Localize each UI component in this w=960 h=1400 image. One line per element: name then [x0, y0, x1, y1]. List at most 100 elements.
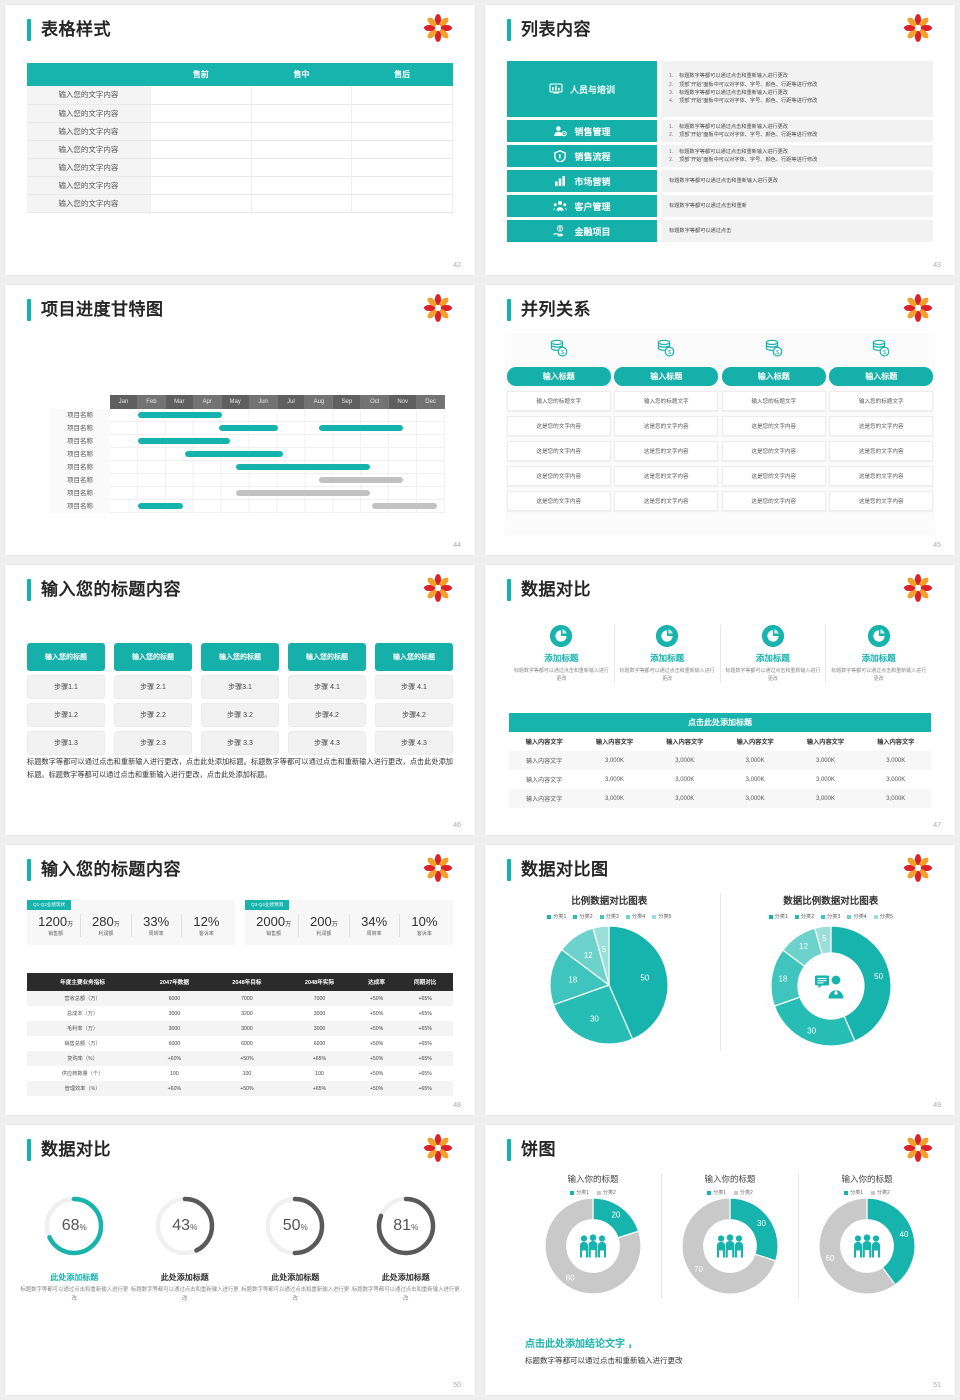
column-cell[interactable]: 这是您的文字内容: [829, 441, 934, 461]
list-item-body: 标题数字等都可以通过点击和重新输入进行更改: [661, 170, 933, 192]
gauge-card[interactable]: 43% 此处添加标题 标题数字等都可以通过点击和重新输入进行更改: [130, 1191, 241, 1303]
data-card[interactable]: 添加标题 标题数字等都可以通过点击和重新输入进行更改: [721, 625, 827, 683]
step-item[interactable]: 步骤 3.3: [201, 731, 279, 755]
gantt-bar[interactable]: [137, 412, 222, 418]
kpi-value: 1200万: [38, 914, 74, 929]
gantt-bar[interactable]: [235, 490, 370, 496]
slide-43[interactable]: 列表内容 人员与培训 1. 标题数字等都可以通过点击和重新输入进行更改 2. 顶部“开始…: [485, 5, 955, 275]
column-cell[interactable]: 这是您的文字内容: [829, 416, 934, 436]
gantt-bar[interactable]: [218, 425, 278, 431]
step-column-header[interactable]: 输入您的标题: [201, 643, 279, 671]
gantt-bar[interactable]: [137, 503, 183, 509]
step-column-header[interactable]: 输入您的标题: [114, 643, 192, 671]
gauge-card[interactable]: 81% 此处添加标题 标题数字等都可以通过点击和重新输入进行更改: [351, 1191, 462, 1303]
column-title[interactable]: 输入标题: [721, 367, 826, 386]
gantt-bar[interactable]: [185, 451, 284, 457]
step-item[interactable]: 步骤 3.2: [201, 703, 279, 727]
column-cell[interactable]: 这是您的文字内容: [614, 491, 719, 511]
column-cell[interactable]: 这是您的文字内容: [506, 416, 611, 436]
list-item-header[interactable]: 金融项目: [507, 220, 657, 242]
data-card[interactable]: 添加标题 标题数字等都可以通过点击和重新输入进行更改: [615, 625, 721, 683]
column-cell[interactable]: 这是您的文字内容: [506, 441, 611, 461]
column-cell[interactable]: 这是您的文字内容: [721, 491, 826, 511]
step-column-header[interactable]: 输入您的标题: [27, 643, 105, 671]
step-column-header[interactable]: 输入您的标题: [288, 643, 366, 671]
pie-graphic[interactable]: 50 30 18 12 5: [549, 925, 669, 1049]
slide-51[interactable]: 饼图 输入你的标题 分类1 分类2 20 80 输入你的标题 分类1 分类2 30 70 输入你的标…: [485, 1125, 955, 1395]
gauge-card[interactable]: 50% 此处添加标题 标题数字等都可以通过点击和重新输入进行更改: [240, 1191, 351, 1303]
gantt-bar[interactable]: [137, 438, 231, 444]
column-cell[interactable]: 输入您的标题文字: [721, 391, 826, 411]
svg-text:30: 30: [757, 1219, 766, 1228]
pie-graphic[interactable]: 50 30 18 12 5: [770, 925, 892, 1051]
table-cell: [150, 140, 252, 159]
slide-50[interactable]: 数据对比 68% 此处添加标题 标题数字等都可以通过点击和重新输入进行更改 43% 此处…: [5, 1125, 475, 1395]
donut-graphic[interactable]: 30 70: [681, 1197, 779, 1299]
gantt-bar[interactable]: [372, 503, 437, 509]
step-item[interactable]: 步骤1.1: [27, 675, 105, 699]
legend-entry: 分类4: [625, 913, 645, 920]
list-item-header[interactable]: 销售管理: [507, 120, 657, 142]
step-item[interactable]: 步骤1.3: [27, 731, 105, 755]
step-item[interactable]: 步骤 4.3: [375, 731, 453, 755]
list-item[interactable]: 销售流程 1. 标题数字等都可以通过点击和重新输入进行更改 2. 顶部“开始”面板中可以…: [507, 145, 933, 167]
column-cell[interactable]: 输入您的标题文字: [506, 391, 611, 411]
list-item[interactable]: 销售管理 1. 标题数字等都可以通过点击和重新输入进行更改 2. 顶部“开始”面板中可以…: [507, 120, 933, 142]
column-cell[interactable]: 这是您的文字内容: [614, 466, 719, 486]
list-item[interactable]: 人员与培训 1. 标题数字等都可以通过点击和重新输入进行更改 2. 顶部“开始”面板中可…: [507, 61, 933, 117]
list-item[interactable]: 市场营销 标题数字等都可以通过点击和重新输入进行更改: [507, 170, 933, 192]
data-card[interactable]: 添加标题 标题数字等都可以通过点击和重新输入进行更改: [826, 625, 931, 683]
list-item-header[interactable]: 销售流程: [507, 145, 657, 167]
column-cell[interactable]: 这是您的文字内容: [506, 491, 611, 511]
column-title[interactable]: 输入标题: [829, 367, 934, 386]
slide-44[interactable]: 项目进度甘特图 Jan Feb Mar Apr May Jun Jul Aug Sep Oct No…: [5, 285, 475, 555]
column-cell[interactable]: 这是您的文字内容: [614, 416, 719, 436]
column-cell[interactable]: 这是您的文字内容: [721, 416, 826, 436]
list-item-header[interactable]: 客户管理: [507, 195, 657, 217]
step-item[interactable]: 步骤 4.1: [288, 675, 366, 699]
donut-graphic[interactable]: 40 60: [818, 1197, 916, 1299]
slide-46[interactable]: 输入您的标题内容 输入您的标题 步骤1.1 步骤1.2 步骤1.3 输入您的标题 步骤 2…: [5, 565, 475, 835]
slide-48[interactable]: 输入您的标题内容 Q1-Q2业绩现状 1200万 销售额 280万 利润额 33% 周转率 1…: [5, 845, 475, 1115]
column-title[interactable]: 输入标题: [614, 367, 719, 386]
column-cell[interactable]: 输入您的标题文字: [614, 391, 719, 411]
svg-text:5: 5: [602, 945, 607, 954]
step-item[interactable]: 步骤1.2: [27, 703, 105, 727]
column-cell[interactable]: 这是您的文字内容: [721, 441, 826, 461]
accent-bar: [507, 859, 511, 881]
step-item[interactable]: 步骤 4.1: [375, 675, 453, 699]
legend-entry: 分类2: [794, 913, 814, 920]
step-item[interactable]: 步骤3.1: [201, 675, 279, 699]
page-number: 49: [933, 1102, 941, 1109]
gauge-card[interactable]: 68% 此处添加标题 标题数字等都可以通过点击和重新输入进行更改: [19, 1191, 130, 1303]
donut-graphic[interactable]: 20 80: [544, 1197, 642, 1299]
list-item[interactable]: 金融项目 标题数字等都可以通过点击: [507, 220, 933, 242]
step-item[interactable]: 步骤 4.3: [288, 731, 366, 755]
column-cell[interactable]: 这是您的文字内容: [614, 441, 719, 461]
list-item[interactable]: 客户管理 标题数字等都可以通过点击和重新: [507, 195, 933, 217]
data-card[interactable]: 添加标题 标题数字等都可以通过点击和重新输入进行更改: [509, 625, 615, 683]
slide-45[interactable]: 并列关系 $ 输入标题 输入您的标题文字 这是您的文字内容 这是您的文字内容 这是您的文字…: [485, 285, 955, 555]
column-cell[interactable]: 这是您的文字内容: [506, 466, 611, 486]
list-item-header[interactable]: 市场营销: [507, 170, 657, 192]
column-cell[interactable]: 输入您的标题文字: [829, 391, 934, 411]
list-item-header[interactable]: 人员与培训: [507, 61, 657, 117]
step-item[interactable]: 步骤4.2: [375, 703, 453, 727]
column-cell[interactable]: 这是您的文字内容: [829, 466, 934, 486]
column-cell[interactable]: 这是您的文字内容: [829, 491, 934, 511]
step-item[interactable]: 步骤 2.2: [114, 703, 192, 727]
step-item[interactable]: 步骤 2.1: [114, 675, 192, 699]
gantt-bar[interactable]: [319, 425, 404, 431]
column-cell[interactable]: 这是您的文字内容: [721, 466, 826, 486]
gantt-bar[interactable]: [235, 464, 370, 470]
gantt-bar[interactable]: [319, 477, 404, 483]
step-column-header[interactable]: 输入您的标题: [375, 643, 453, 671]
card-title: 添加标题: [650, 653, 685, 663]
step-item[interactable]: 步骤4.2: [288, 703, 366, 727]
slide-42[interactable]: 表格样式 售前 售中 售后 输入您的文字内容 输入您的文字内容 输入您的文字内容 输入…: [5, 5, 475, 275]
slide-47[interactable]: 数据对比 添加标题 标题数字等都可以通过点击和重新输入进行更改 添加标题 标题数字等都…: [485, 565, 955, 835]
column-title[interactable]: 输入标题: [506, 367, 611, 386]
table-cell: +50%: [369, 1055, 384, 1062]
slide-49[interactable]: 数据对比图 比例数据对比图表 分类1 分类2 分类3 分类4 分类5 50 30 18 12 5 数据…: [485, 845, 955, 1115]
step-item[interactable]: 步骤 2.3: [114, 731, 192, 755]
